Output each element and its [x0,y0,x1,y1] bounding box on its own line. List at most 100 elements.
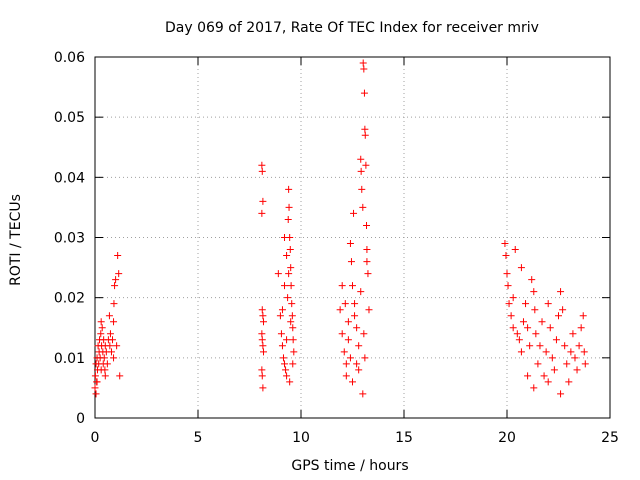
data-point [258,330,266,338]
data-point [563,360,571,368]
data-point [278,306,286,314]
data-point [336,306,344,314]
data-point [103,360,111,368]
data-point [285,185,293,193]
data-point [284,215,292,223]
data-point [353,360,361,368]
y-tick-label: 0.02 [54,291,85,307]
data-point [283,252,291,260]
data-point [513,330,521,338]
data-point [114,252,122,260]
data-point [502,252,510,260]
data-point [338,330,346,338]
data-point [361,131,369,139]
data-point [276,312,284,320]
data-point [92,390,100,398]
data-point [573,366,581,374]
data-point [515,336,523,344]
data-point [346,240,354,248]
data-point [259,197,267,205]
data-point [258,306,266,314]
data-point [346,354,354,362]
data-point [357,155,365,163]
data-point [91,384,99,392]
data-point [285,270,293,278]
data-point [355,342,363,350]
data-point [536,342,544,350]
data-point [548,354,556,362]
data-point [281,234,289,241]
data-point [524,324,532,332]
y-tick-label: 0.06 [54,50,85,66]
data-point [258,336,266,344]
data-point [110,318,118,326]
data-point [571,354,579,362]
data-point [509,324,517,332]
data-point [258,209,266,217]
plot-frame [94,56,611,419]
data-point [530,384,538,392]
data-point [115,270,123,278]
data-point [258,167,266,175]
data-point [259,312,267,320]
data-point [534,360,542,368]
data-point [340,348,348,356]
data-point [341,300,349,308]
data-point [112,276,120,284]
data-point [281,360,289,368]
data-point [360,65,368,73]
data-point [258,372,266,380]
data-point [575,342,583,350]
data-point [289,360,297,368]
data-point [106,342,114,350]
data-point [363,221,371,229]
data-point [286,378,294,386]
data-point [519,318,527,326]
data-point [557,390,565,398]
data-points [91,59,589,398]
data-point [503,270,511,278]
data-point [351,300,359,308]
data-point [260,318,268,326]
data-point [116,372,124,380]
data-point [505,300,513,308]
data-point [101,372,109,380]
data-point [540,372,548,380]
data-point [342,360,350,368]
data-point [282,366,290,374]
data-point [279,354,287,362]
data-point [507,312,515,320]
data-point [259,384,267,392]
data-point [580,348,588,356]
data-point [106,330,114,338]
data-point [350,209,358,217]
x-tick-label: 10 [292,430,310,446]
x-tick-label: 15 [395,430,413,446]
data-point [365,306,373,314]
data-point [110,354,118,362]
data-point [111,282,119,290]
data-point [109,336,117,344]
data-point [530,288,538,296]
data-point [260,348,268,356]
data-point [338,282,346,290]
data-point [561,342,569,350]
data-point [97,330,105,338]
data-point [542,348,550,356]
data-point [357,167,365,175]
data-point [347,258,355,266]
data-point [287,282,295,290]
data-point [281,282,289,290]
data-point [517,348,525,356]
data-point [550,366,558,374]
data-point [577,324,585,332]
data-point [359,203,367,211]
data-point [359,59,367,67]
data-point [349,282,356,290]
data-point [552,336,560,344]
data-point [544,378,552,386]
data-point [290,348,298,356]
data-point [362,161,370,169]
data-point [289,336,297,344]
